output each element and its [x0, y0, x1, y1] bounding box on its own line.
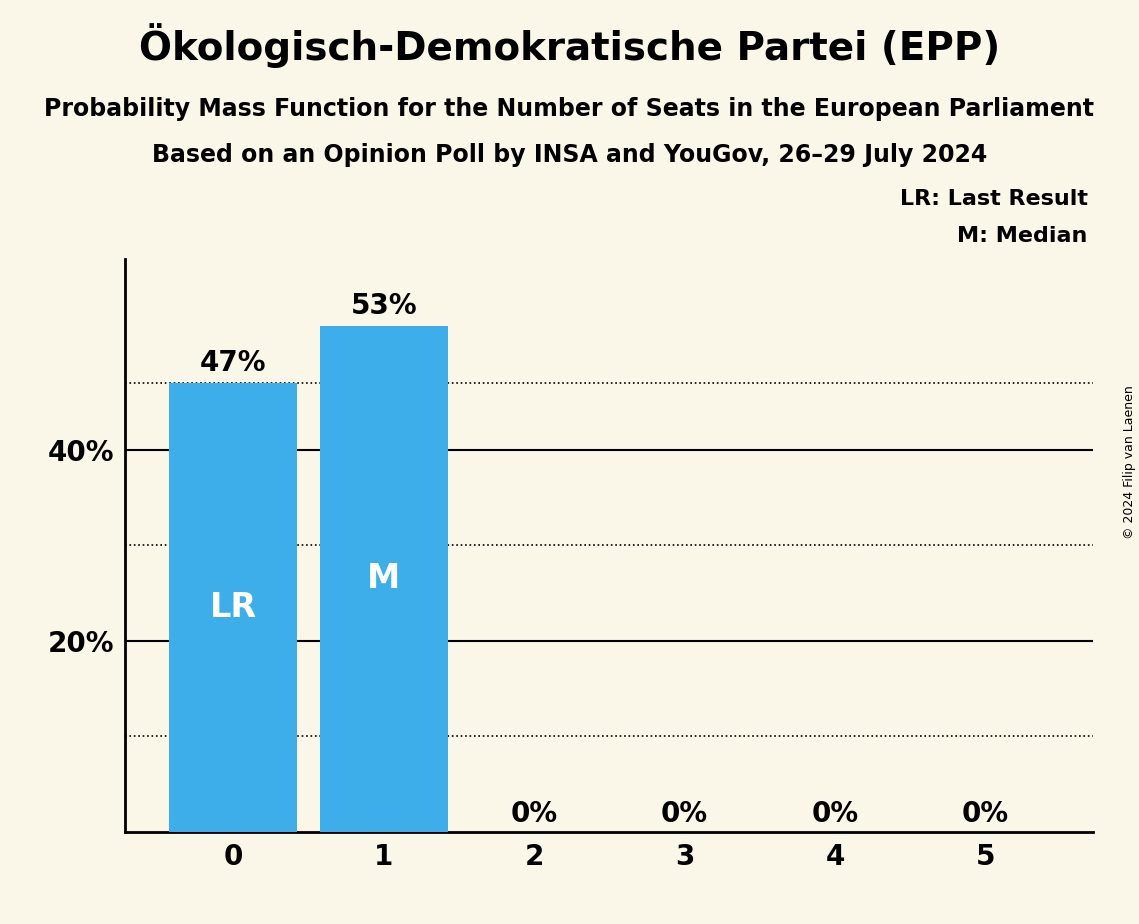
Bar	[170, 383, 297, 832]
Text: Based on an Opinion Poll by INSA and YouGov, 26–29 July 2024: Based on an Opinion Poll by INSA and You…	[151, 143, 988, 167]
Text: Probability Mass Function for the Number of Seats in the European Parliament: Probability Mass Function for the Number…	[44, 97, 1095, 121]
Text: Ökologisch-Demokratische Partei (EPP): Ökologisch-Demokratische Partei (EPP)	[139, 23, 1000, 68]
Bar	[320, 325, 448, 832]
Text: LR: Last Result: LR: Last Result	[900, 189, 1088, 210]
Text: LR: LR	[210, 590, 256, 624]
Text: 47%: 47%	[200, 349, 267, 377]
Text: © 2024 Filip van Laenen: © 2024 Filip van Laenen	[1123, 385, 1137, 539]
Text: 0%: 0%	[811, 800, 859, 828]
Text: 0%: 0%	[661, 800, 708, 828]
Text: 53%: 53%	[351, 292, 417, 320]
Text: M: M	[367, 562, 400, 595]
Text: 0%: 0%	[962, 800, 1009, 828]
Text: 0%: 0%	[510, 800, 558, 828]
Text: M: Median: M: Median	[958, 226, 1088, 247]
